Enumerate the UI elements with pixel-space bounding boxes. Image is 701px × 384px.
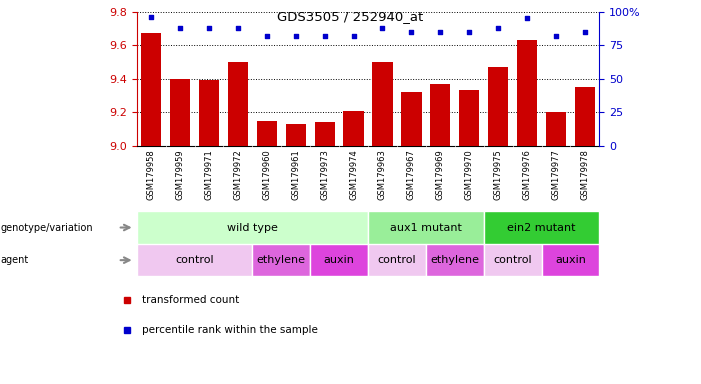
Bar <box>546 113 566 146</box>
Point <box>406 28 417 35</box>
Text: transformed count: transformed count <box>142 295 239 305</box>
Text: control: control <box>378 255 416 265</box>
Text: GSM179978: GSM179978 <box>580 149 590 200</box>
Bar <box>484 244 542 276</box>
Point <box>377 25 388 31</box>
Point <box>435 28 446 35</box>
Text: GSM179959: GSM179959 <box>175 149 184 200</box>
Text: GSM179977: GSM179977 <box>552 149 561 200</box>
Point <box>493 25 504 31</box>
Bar <box>368 211 484 244</box>
Text: GSM179958: GSM179958 <box>147 149 156 200</box>
Text: ethylene: ethylene <box>257 255 306 265</box>
Text: agent: agent <box>1 255 29 265</box>
Bar <box>137 211 368 244</box>
Text: GSM179960: GSM179960 <box>262 149 271 200</box>
Bar <box>252 244 310 276</box>
Point <box>319 33 330 39</box>
Bar <box>315 122 335 146</box>
Text: auxin: auxin <box>324 255 355 265</box>
Point <box>146 14 157 20</box>
Bar <box>228 62 248 146</box>
Text: genotype/variation: genotype/variation <box>1 222 93 233</box>
Point <box>348 33 359 39</box>
Bar <box>372 62 393 146</box>
Text: GSM179969: GSM179969 <box>436 149 445 200</box>
Point <box>579 28 590 35</box>
Bar <box>199 80 219 146</box>
Text: ein2 mutant: ein2 mutant <box>508 222 576 233</box>
Text: percentile rank within the sample: percentile rank within the sample <box>142 325 318 335</box>
Text: GSM179975: GSM179975 <box>494 149 503 200</box>
Bar <box>430 84 451 146</box>
Text: GSM179963: GSM179963 <box>378 149 387 200</box>
Bar <box>141 33 161 146</box>
Point <box>261 33 273 39</box>
Point <box>290 33 301 39</box>
Text: GSM179967: GSM179967 <box>407 149 416 200</box>
Text: GSM179970: GSM179970 <box>465 149 474 200</box>
Bar <box>542 244 599 276</box>
Bar <box>517 40 537 146</box>
Bar <box>310 244 368 276</box>
Bar <box>137 244 252 276</box>
Text: GSM179972: GSM179972 <box>233 149 243 200</box>
Bar <box>343 111 364 146</box>
Bar <box>368 244 426 276</box>
Bar <box>257 121 277 146</box>
Text: GSM179974: GSM179974 <box>349 149 358 200</box>
Bar <box>575 87 595 146</box>
Text: GSM179961: GSM179961 <box>291 149 300 200</box>
Point <box>175 25 186 31</box>
Bar <box>459 91 479 146</box>
Bar <box>484 211 599 244</box>
Text: GSM179976: GSM179976 <box>522 149 531 200</box>
Text: ethylene: ethylene <box>430 255 479 265</box>
Bar <box>488 67 508 146</box>
Text: aux1 mutant: aux1 mutant <box>390 222 462 233</box>
Text: GSM179973: GSM179973 <box>320 149 329 200</box>
Bar <box>401 92 421 146</box>
Bar <box>170 79 190 146</box>
Text: control: control <box>175 255 214 265</box>
Text: control: control <box>494 255 532 265</box>
Text: wild type: wild type <box>227 222 278 233</box>
Point <box>463 28 475 35</box>
Point <box>203 25 215 31</box>
Point <box>522 15 533 21</box>
Text: auxin: auxin <box>555 255 586 265</box>
Bar <box>285 124 306 146</box>
Text: GDS3505 / 252940_at: GDS3505 / 252940_at <box>278 10 423 23</box>
Point <box>232 25 243 31</box>
Bar <box>426 244 484 276</box>
Point <box>550 33 562 39</box>
Text: GSM179971: GSM179971 <box>205 149 214 200</box>
